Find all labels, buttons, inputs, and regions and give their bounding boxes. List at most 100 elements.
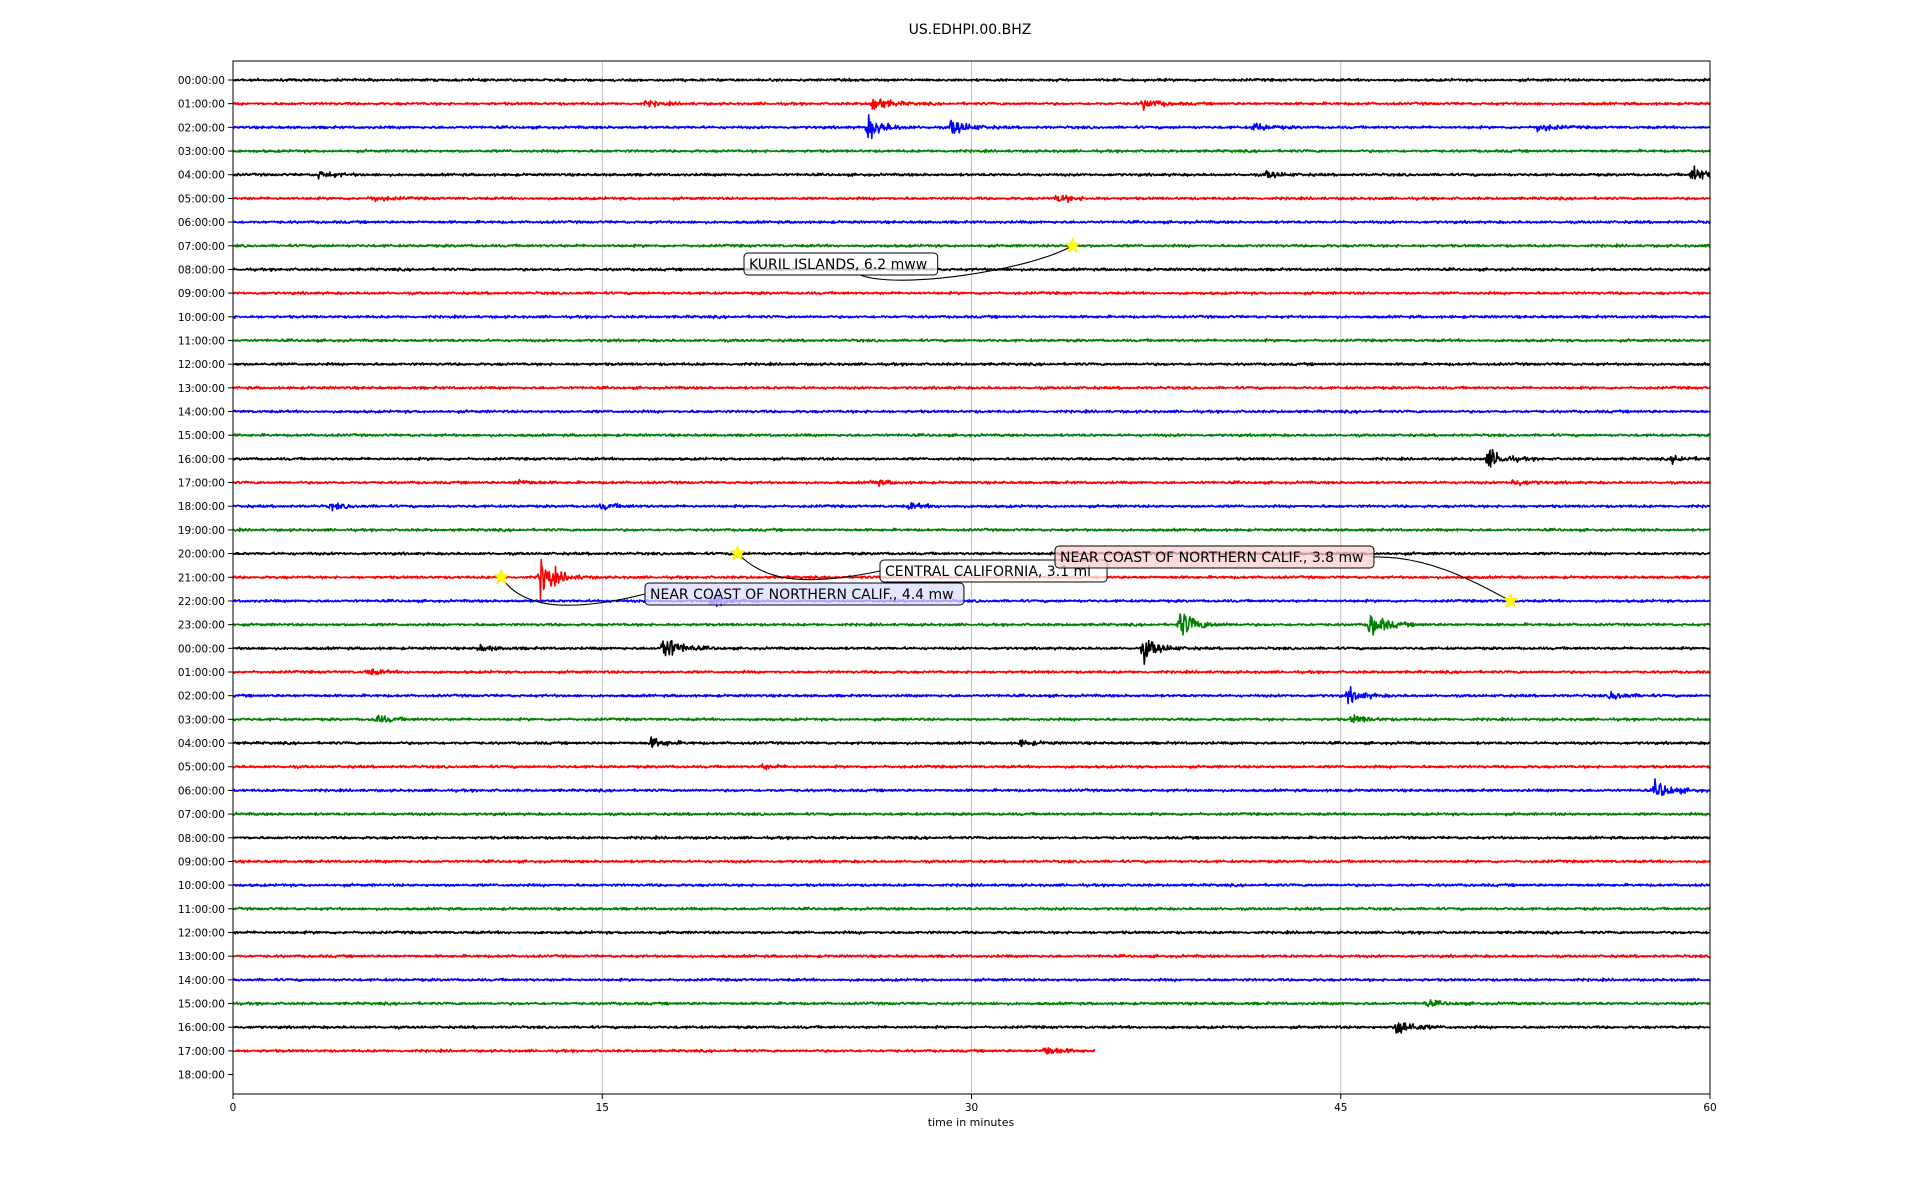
seismic-trace: [232, 929, 1711, 935]
seismic-trace: [232, 668, 1711, 676]
y-tick-label: 07:00:00: [178, 809, 225, 821]
seismic-trace: [232, 778, 1711, 797]
y-tick-label: 04:00:00: [178, 738, 225, 750]
event-connector: [1371, 556, 1511, 602]
y-tick-label: 12:00:00: [178, 359, 225, 371]
y-tick-label: 11:00:00: [178, 335, 225, 347]
seismic-trace: [232, 763, 1711, 771]
y-tick-label: 03:00:00: [178, 146, 225, 158]
seismic-trace: [232, 338, 1711, 343]
seismic-trace: [232, 114, 1711, 140]
seismic-trace: [232, 1047, 1096, 1055]
seismic-trace: [232, 859, 1711, 864]
chart-title: US.EDHPI.00.BHZ: [909, 22, 1032, 38]
seismic-trace: [232, 906, 1711, 912]
event-connector: [737, 553, 881, 581]
y-tick-label: 17:00:00: [178, 478, 225, 490]
y-tick-label: 21:00:00: [178, 572, 225, 584]
y-tick-label: 18:00:00: [178, 501, 225, 513]
y-tick-label: 23:00:00: [178, 620, 225, 632]
seismic-trace: [232, 613, 1711, 636]
event-label: KURIL ISLANDS, 6.2 mww: [749, 257, 927, 273]
y-tick-label: 09:00:00: [178, 288, 225, 300]
y-tick-label: 19:00:00: [178, 525, 225, 537]
y-tick-label: 10:00:00: [178, 880, 225, 892]
event-label: CENTRAL CALIFORNIA, 3.1 ml: [885, 564, 1091, 580]
y-tick-label: 10:00:00: [178, 312, 225, 324]
seismic-trace: [232, 165, 1711, 180]
plot-frame: [232, 60, 1711, 1095]
seismic-trace: [232, 527, 1711, 533]
seismic-trace: [232, 290, 1711, 296]
seismic-trace: [232, 409, 1711, 414]
seismic-trace: [232, 194, 1711, 204]
y-tick-label: 12:00:00: [178, 927, 225, 939]
event-annotation: NEAR COAST OF NORTHERN CALIF., 4.4 mw: [493, 568, 965, 606]
seismic-trace: [232, 977, 1711, 983]
event-star-icon: [493, 568, 510, 585]
event-annotation: KURIL ISLANDS, 6.2 mww: [743, 237, 1081, 281]
seismic-trace: [232, 361, 1711, 367]
y-tick-label: 22:00:00: [178, 596, 225, 608]
seismic-trace: [232, 148, 1711, 154]
y-tick-label: 13:00:00: [178, 383, 225, 395]
y-tick-label: 05:00:00: [178, 193, 225, 205]
y-tick-label: 20:00:00: [178, 549, 225, 561]
seismic-trace: [232, 385, 1711, 391]
y-tick-label: 05:00:00: [178, 762, 225, 774]
y-tick-label: 08:00:00: [178, 264, 225, 276]
y-tick-label: 04:00:00: [178, 170, 225, 182]
seismic-trace: [232, 835, 1711, 841]
seismic-trace: [232, 811, 1711, 817]
seismic-trace: [232, 267, 1711, 272]
event-connector: [860, 245, 1073, 281]
event-label-box: [743, 252, 939, 276]
seismic-trace: [232, 502, 1711, 512]
event-label: NEAR COAST OF NORTHERN CALIF., 4.4 mw: [650, 587, 954, 603]
event-annotation: CENTRAL CALIFORNIA, 3.1 ml: [729, 544, 1108, 583]
x-tick-label: 45: [1334, 1102, 1347, 1114]
seismic-trace: [232, 736, 1711, 749]
y-tick-label: 16:00:00: [178, 1022, 225, 1034]
seismic-trace: [232, 77, 1711, 83]
seismic-trace: [232, 219, 1711, 225]
y-tick-label: 08:00:00: [178, 833, 225, 845]
seismic-trace: [232, 478, 1711, 487]
seismic-trace: [232, 314, 1711, 320]
y-tick-label: 01:00:00: [178, 99, 225, 111]
seismic-trace: [232, 448, 1711, 468]
seismic-trace: [232, 1022, 1711, 1034]
seismic-trace: [232, 243, 1711, 249]
x-tick-label: 60: [1703, 1102, 1716, 1114]
event-label-box: [1054, 545, 1375, 569]
y-tick-label: 06:00:00: [178, 785, 225, 797]
y-tick-label: 02:00:00: [178, 122, 225, 134]
seismic-trace: [232, 882, 1711, 888]
x-axis-label: time in minutes: [928, 1116, 1015, 1129]
seismic-trace: [232, 594, 1711, 607]
seismic-trace: [232, 551, 1711, 556]
seismic-trace: [232, 639, 1711, 665]
y-tick-label: 14:00:00: [178, 975, 225, 987]
seismic-trace: [232, 714, 1711, 724]
y-tick-label: 16:00:00: [178, 454, 225, 466]
event-label-box: [879, 559, 1108, 583]
y-tick-label: 06:00:00: [178, 217, 225, 229]
y-tick-label: 17:00:00: [178, 1046, 225, 1058]
x-tick-label: 0: [230, 1102, 237, 1114]
x-tick-label: 30: [965, 1102, 978, 1114]
y-tick-label: 03:00:00: [178, 714, 225, 726]
seismic-trace: [232, 953, 1711, 959]
y-tick-label: 11:00:00: [178, 904, 225, 916]
y-tick-label: 15:00:00: [178, 999, 225, 1011]
y-tick-label: 07:00:00: [178, 241, 225, 253]
seismic-trace: [232, 432, 1711, 438]
y-tick-label: 14:00:00: [178, 407, 225, 419]
seismic-trace: [232, 999, 1711, 1008]
event-star-icon: [1064, 237, 1081, 253]
y-tick-label: 13:00:00: [178, 951, 225, 963]
x-tick-labels: 0 15 30 45 60: [230, 1094, 1717, 1114]
y-tick-labels: 00:00:00 01:00:00 02:00:00 03:00:00 04:00:00…: [178, 75, 233, 1082]
seismic-trace: [232, 98, 1711, 111]
